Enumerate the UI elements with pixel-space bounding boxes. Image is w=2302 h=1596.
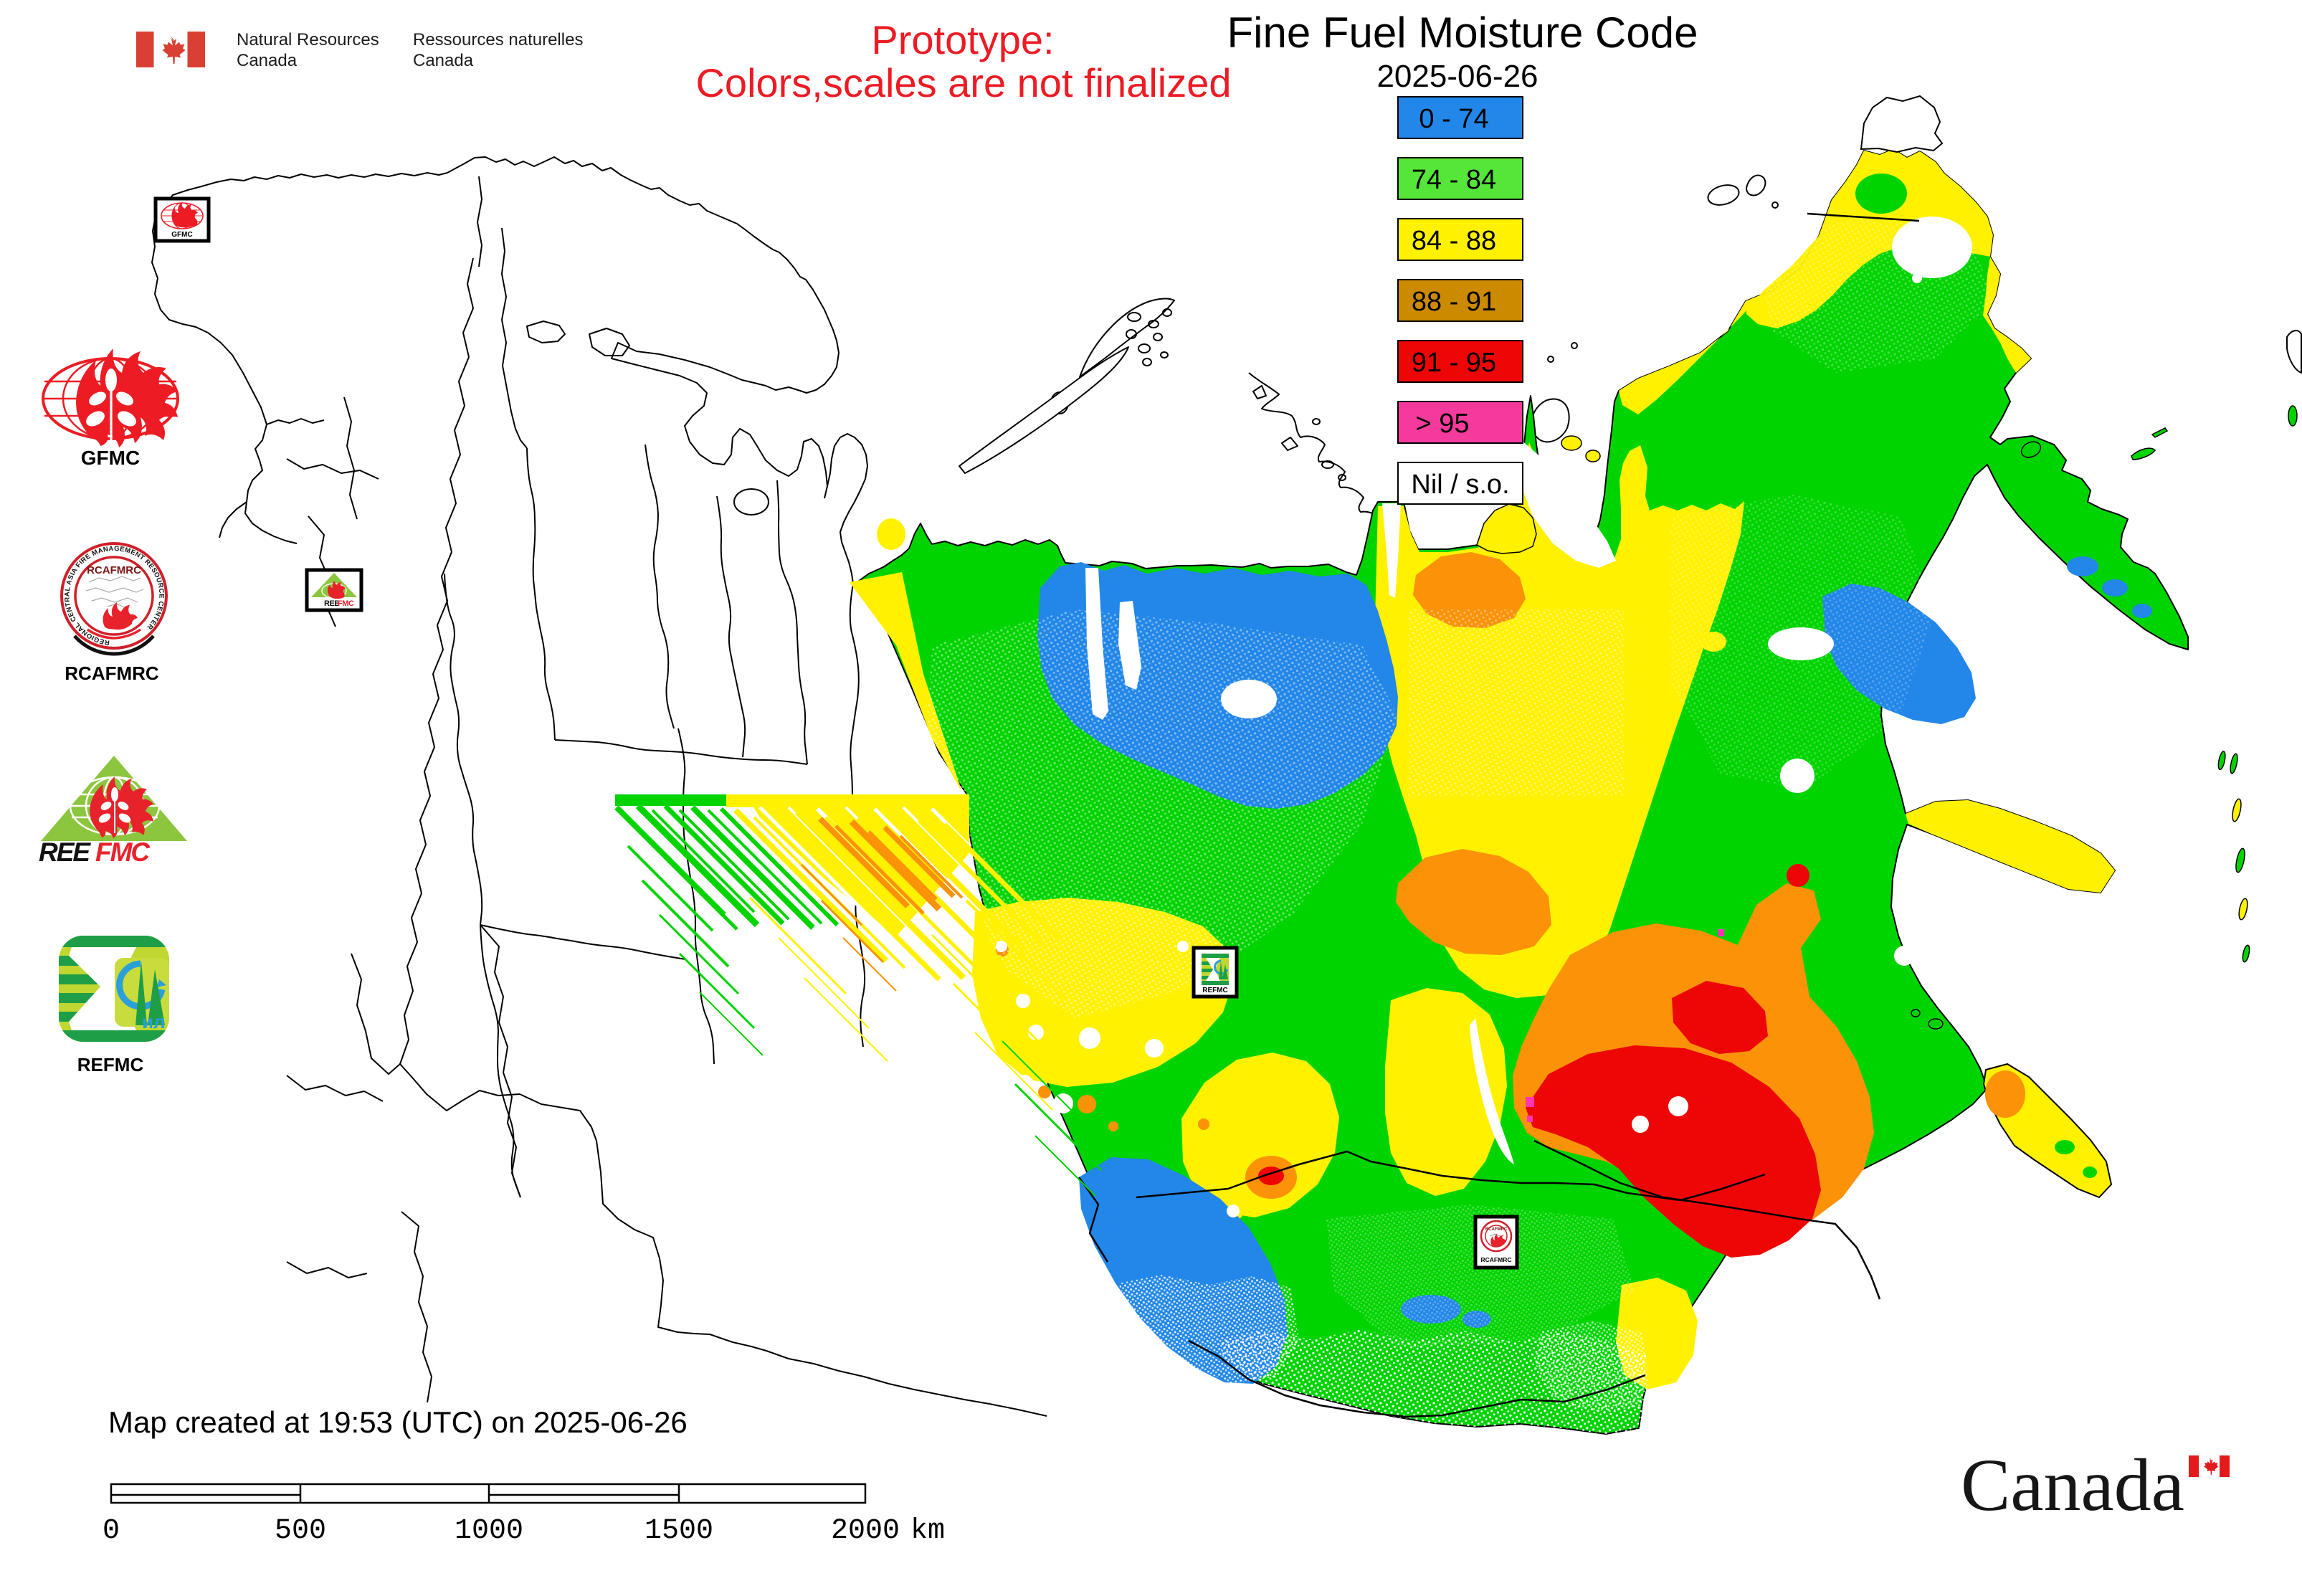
svg-text:0 - 74: 0 - 74 [1419,104,1488,134]
svg-text:2000: 2000 [831,1515,900,1547]
svg-text:RCAFMRC: RCAFMRC [1485,1227,1508,1232]
svg-text:FMC: FMC [95,837,151,867]
svg-text:500: 500 [275,1515,326,1547]
svg-text:0: 0 [103,1515,120,1547]
svg-text:GFMC: GFMC [81,447,140,469]
svg-text:> 95: > 95 [1415,409,1469,439]
svg-text:RCAFMRC: RCAFMRC [87,564,141,576]
svg-text:88 - 91: 88 - 91 [1412,287,1496,317]
svg-text:km: km [910,1515,945,1547]
svg-text:ил: ил [142,1011,166,1032]
svg-text:Colors,scales are not finalize: Colors,scales are not finalized [695,60,1231,105]
svg-text:GFMC: GFMC [171,231,192,239]
svg-text:Fine Fuel Moisture Code: Fine Fuel Moisture Code [1227,9,1698,57]
svg-text:Natural Resources: Natural Resources [237,30,379,49]
svg-text:REFMC: REFMC [1202,987,1228,994]
svg-text:Canada: Canada [413,51,474,70]
svg-text:1500: 1500 [645,1515,713,1547]
svg-text:84 - 88: 84 - 88 [1412,226,1496,256]
svg-text:Canada: Canada [1961,1444,2184,1526]
svg-text:REE: REE [324,599,339,608]
svg-text:Canada: Canada [237,51,298,70]
svg-text:REE: REE [39,837,91,867]
svg-text:91 - 95: 91 - 95 [1412,348,1496,378]
svg-text:Prototype:: Prototype: [871,17,1054,62]
svg-text:Ressources naturelles: Ressources naturelles [413,30,583,49]
svg-text:Nil / s.o.: Nil / s.o. [1411,470,1509,500]
svg-text:FMC: FMC [338,599,354,608]
svg-text:2025-06-26: 2025-06-26 [1376,59,1538,94]
svg-text:RCAFMRC: RCAFMRC [65,662,159,684]
svg-text:REFMC: REFMC [77,1054,144,1075]
svg-text:1000: 1000 [455,1515,523,1547]
svg-text:Map created at 19:53 (UTC) on: Map created at 19:53 (UTC) on 2025-06-26 [108,1405,688,1439]
svg-text:74 - 84: 74 - 84 [1412,165,1496,195]
svg-text:RCAFMRC: RCAFMRC [1481,1256,1512,1263]
